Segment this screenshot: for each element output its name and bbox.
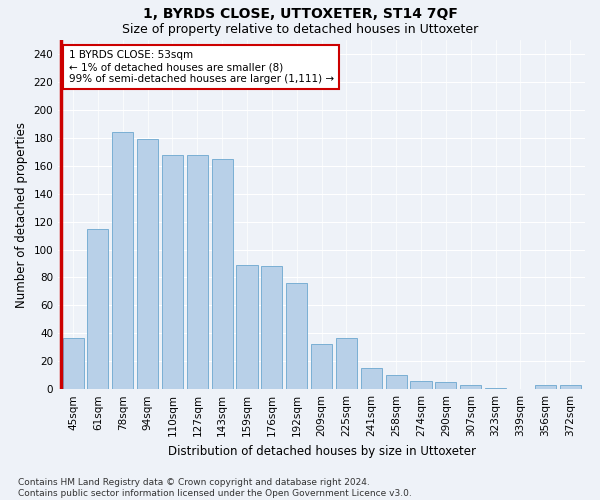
Bar <box>435 382 457 389</box>
Text: 1 BYRDS CLOSE: 53sqm
← 1% of detached houses are smaller (8)
99% of semi-detache: 1 BYRDS CLOSE: 53sqm ← 1% of detached ho… <box>69 50 334 84</box>
Bar <box>187 154 208 389</box>
Bar <box>336 338 357 389</box>
Bar <box>560 385 581 389</box>
Bar <box>485 388 506 389</box>
Text: 1, BYRDS CLOSE, UTTOXETER, ST14 7QF: 1, BYRDS CLOSE, UTTOXETER, ST14 7QF <box>143 8 457 22</box>
Bar <box>88 228 109 389</box>
Bar <box>386 375 407 389</box>
Bar <box>112 132 133 389</box>
Bar <box>410 381 431 389</box>
Bar <box>361 368 382 389</box>
Bar <box>262 266 283 389</box>
Bar <box>286 283 307 389</box>
Bar <box>62 338 83 389</box>
Y-axis label: Number of detached properties: Number of detached properties <box>15 122 28 308</box>
Bar <box>236 265 257 389</box>
Bar <box>137 139 158 389</box>
Bar <box>535 385 556 389</box>
Text: Contains HM Land Registry data © Crown copyright and database right 2024.
Contai: Contains HM Land Registry data © Crown c… <box>18 478 412 498</box>
Bar <box>311 344 332 389</box>
Bar <box>460 385 481 389</box>
Bar <box>162 154 183 389</box>
X-axis label: Distribution of detached houses by size in Uttoxeter: Distribution of detached houses by size … <box>167 444 476 458</box>
Bar <box>212 158 233 389</box>
Text: Size of property relative to detached houses in Uttoxeter: Size of property relative to detached ho… <box>122 22 478 36</box>
